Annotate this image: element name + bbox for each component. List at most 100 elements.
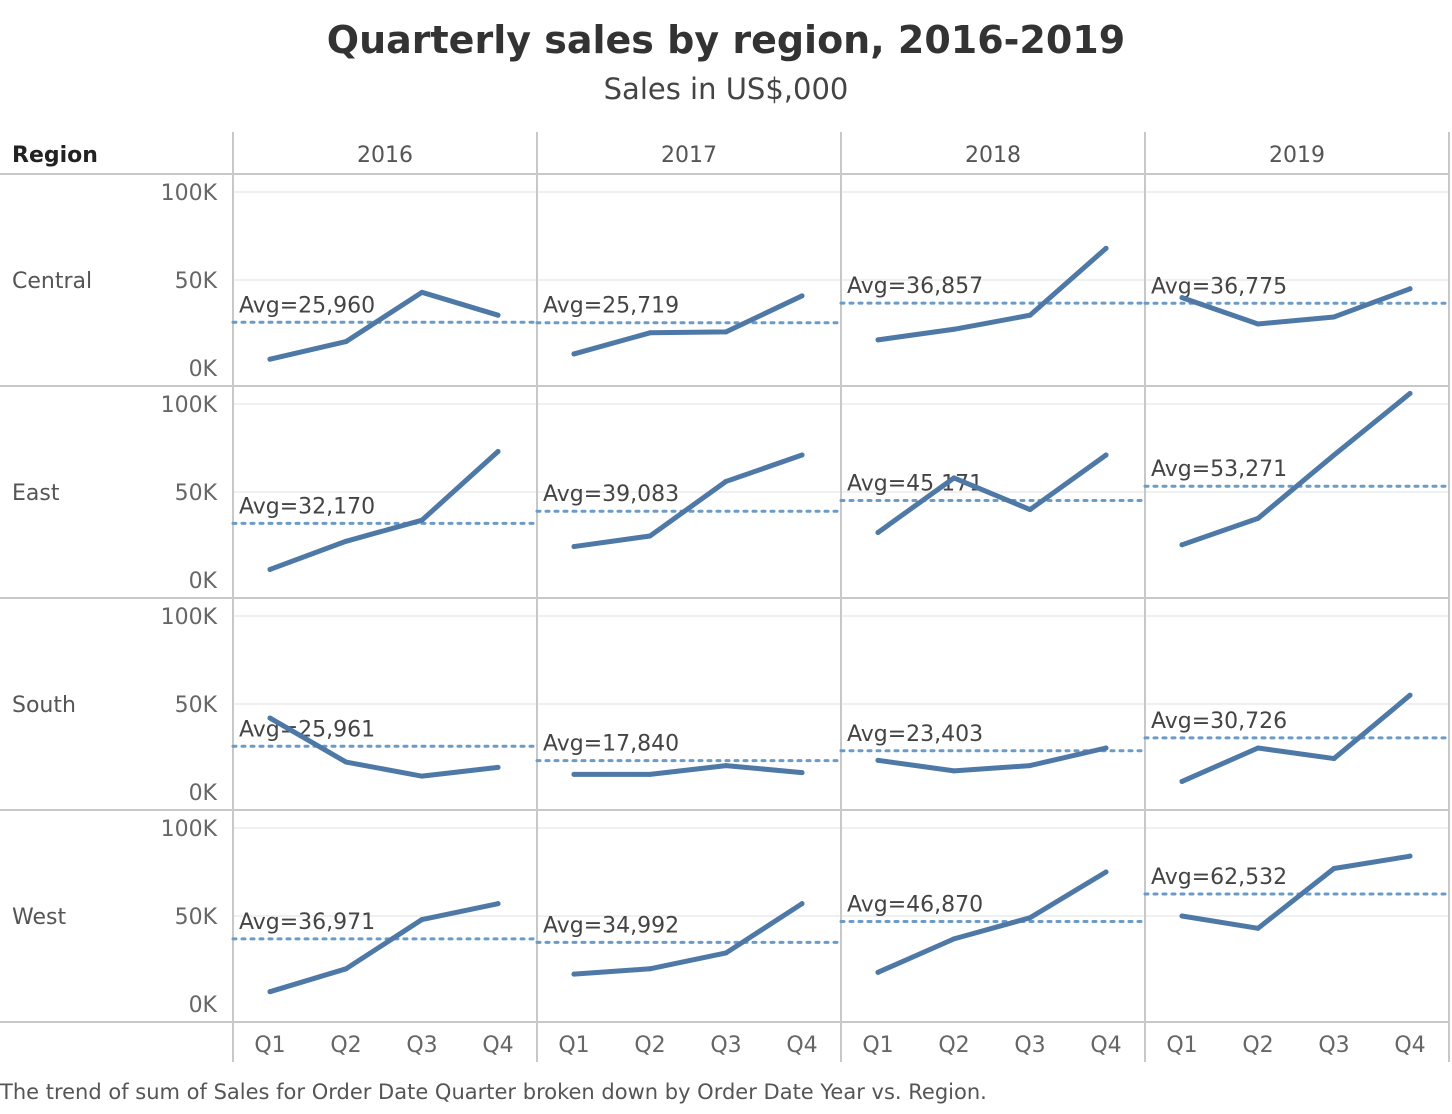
series-line-west-2019[interactable] xyxy=(1179,853,1413,931)
data-point-south-2017-Q4[interactable] xyxy=(799,770,805,776)
data-point-south-2018-Q1[interactable] xyxy=(875,757,881,763)
data-point-central-2017-Q4[interactable] xyxy=(799,293,805,299)
data-point-east-2018-Q4[interactable] xyxy=(1103,452,1109,458)
data-point-west-2017-Q1[interactable] xyxy=(571,971,577,977)
series-line-south-2017[interactable] xyxy=(571,763,805,777)
avg-label-east-2016: Avg=32,170 xyxy=(239,494,375,519)
data-point-west-2019-Q1[interactable] xyxy=(1179,913,1185,919)
data-point-south-2017-Q1[interactable] xyxy=(571,771,577,777)
data-point-central-2016-Q2[interactable] xyxy=(343,339,349,345)
data-point-south-2018-Q3[interactable] xyxy=(1027,763,1033,769)
series-line-east-2016[interactable] xyxy=(267,449,501,572)
data-point-east-2019-Q1[interactable] xyxy=(1179,542,1185,548)
data-point-east-2017-Q4[interactable] xyxy=(799,452,805,458)
data-point-west-2018-Q2[interactable] xyxy=(951,936,957,942)
data-point-west-2019-Q3[interactable] xyxy=(1331,865,1337,871)
data-point-south-2016-Q4[interactable] xyxy=(495,764,501,770)
data-point-east-2017-Q2[interactable] xyxy=(647,533,653,539)
y-tick-west-100K: 100K xyxy=(161,817,218,842)
data-point-west-2018-Q3[interactable] xyxy=(1027,915,1033,921)
avg-label-central-2016: Avg=25,960 xyxy=(239,293,375,318)
data-point-south-2016-Q3[interactable] xyxy=(419,773,425,779)
data-point-central-2018-Q1[interactable] xyxy=(875,337,881,343)
y-tick-south-100K: 100K xyxy=(161,605,218,630)
data-point-east-2017-Q3[interactable] xyxy=(723,478,729,484)
x-tick-2016-Q3: Q3 xyxy=(406,1033,437,1058)
avg-label-west-2017: Avg=34,992 xyxy=(543,913,679,938)
data-point-central-2019-Q3[interactable] xyxy=(1331,314,1337,320)
data-point-central-2016-Q4[interactable] xyxy=(495,312,501,318)
y-tick-central-0K: 0K xyxy=(189,357,218,382)
data-point-central-2017-Q3[interactable] xyxy=(723,329,729,335)
data-point-south-2019-Q3[interactable] xyxy=(1331,756,1337,762)
data-point-west-2016-Q4[interactable] xyxy=(495,901,501,907)
y-tick-south-50K: 50K xyxy=(175,693,218,718)
data-point-east-2016-Q4[interactable] xyxy=(495,449,501,455)
data-point-east-2016-Q1[interactable] xyxy=(267,566,273,572)
avg-label-central-2017: Avg=25,719 xyxy=(543,294,679,319)
data-point-south-2019-Q2[interactable] xyxy=(1255,745,1261,751)
data-point-west-2016-Q3[interactable] xyxy=(419,917,425,923)
data-point-central-2018-Q3[interactable] xyxy=(1027,312,1033,318)
data-point-west-2019-Q2[interactable] xyxy=(1255,925,1261,931)
series-line-east-2018[interactable] xyxy=(875,452,1109,535)
y-tick-east-0K: 0K xyxy=(189,569,218,594)
data-point-east-2018-Q1[interactable] xyxy=(875,529,881,535)
data-point-south-2019-Q1[interactable] xyxy=(1179,778,1185,784)
column-header-2018: 2018 xyxy=(965,143,1021,168)
series-line-east-2017[interactable] xyxy=(571,452,805,550)
data-point-east-2018-Q2[interactable] xyxy=(951,475,957,481)
series-line-south-2019[interactable] xyxy=(1179,692,1413,784)
data-point-east-2019-Q4[interactable] xyxy=(1407,390,1413,396)
series-line-east-2019[interactable] xyxy=(1179,390,1413,548)
y-tick-east-50K: 50K xyxy=(175,481,218,506)
data-point-east-2019-Q3[interactable] xyxy=(1331,452,1337,458)
y-tick-east-100K: 100K xyxy=(161,393,218,418)
data-point-west-2016-Q1[interactable] xyxy=(267,989,273,995)
data-point-central-2016-Q1[interactable] xyxy=(267,356,273,362)
series-line-central-2018[interactable] xyxy=(875,245,1109,343)
data-point-east-2017-Q1[interactable] xyxy=(571,544,577,550)
series-line-west-2017[interactable] xyxy=(571,901,805,977)
data-point-west-2018-Q4[interactable] xyxy=(1103,869,1109,875)
x-tick-2016-Q4: Q4 xyxy=(482,1033,513,1058)
data-point-south-2017-Q3[interactable] xyxy=(723,763,729,769)
data-point-south-2016-Q1[interactable] xyxy=(267,715,273,721)
data-point-central-2018-Q2[interactable] xyxy=(951,326,957,332)
data-point-central-2019-Q2[interactable] xyxy=(1255,321,1261,327)
chart-subtitle: Sales in US$,000 xyxy=(603,72,849,106)
data-point-east-2016-Q2[interactable] xyxy=(343,538,349,544)
data-point-east-2019-Q2[interactable] xyxy=(1255,515,1261,521)
data-point-east-2018-Q3[interactable] xyxy=(1027,507,1033,513)
data-point-south-2018-Q2[interactable] xyxy=(951,768,957,774)
data-point-south-2018-Q4[interactable] xyxy=(1103,745,1109,751)
region-label-central: Central xyxy=(12,269,92,294)
data-point-central-2019-Q1[interactable] xyxy=(1179,295,1185,301)
data-point-west-2017-Q2[interactable] xyxy=(647,966,653,972)
avg-label-south-2019: Avg=30,726 xyxy=(1151,709,1287,734)
data-point-west-2018-Q1[interactable] xyxy=(875,969,881,975)
data-point-south-2019-Q4[interactable] xyxy=(1407,692,1413,698)
series-line-central-2019[interactable] xyxy=(1179,286,1413,327)
data-point-east-2016-Q3[interactable] xyxy=(419,517,425,523)
data-point-west-2019-Q4[interactable] xyxy=(1407,853,1413,859)
x-tick-2019-Q1: Q1 xyxy=(1166,1033,1197,1058)
series-line-central-2017[interactable] xyxy=(571,293,805,357)
series-line-south-2016[interactable] xyxy=(267,715,501,779)
series-line-south-2018[interactable] xyxy=(875,745,1109,774)
data-point-south-2016-Q2[interactable] xyxy=(343,759,349,765)
series-line-central-2016[interactable] xyxy=(267,289,501,362)
avg-label-central-2019: Avg=36,775 xyxy=(1151,274,1287,299)
data-point-south-2017-Q2[interactable] xyxy=(647,771,653,777)
data-point-central-2018-Q4[interactable] xyxy=(1103,245,1109,251)
data-point-central-2017-Q1[interactable] xyxy=(571,351,577,357)
data-point-west-2017-Q3[interactable] xyxy=(723,950,729,956)
avg-label-east-2018: Avg=45,171 xyxy=(847,471,983,496)
data-point-west-2017-Q4[interactable] xyxy=(799,901,805,907)
data-point-west-2016-Q2[interactable] xyxy=(343,966,349,972)
series-line-west-2016[interactable] xyxy=(267,901,501,995)
data-point-central-2019-Q4[interactable] xyxy=(1407,286,1413,292)
data-point-central-2016-Q3[interactable] xyxy=(419,289,425,295)
series-line-west-2018[interactable] xyxy=(875,869,1109,975)
data-point-central-2017-Q2[interactable] xyxy=(647,330,653,336)
